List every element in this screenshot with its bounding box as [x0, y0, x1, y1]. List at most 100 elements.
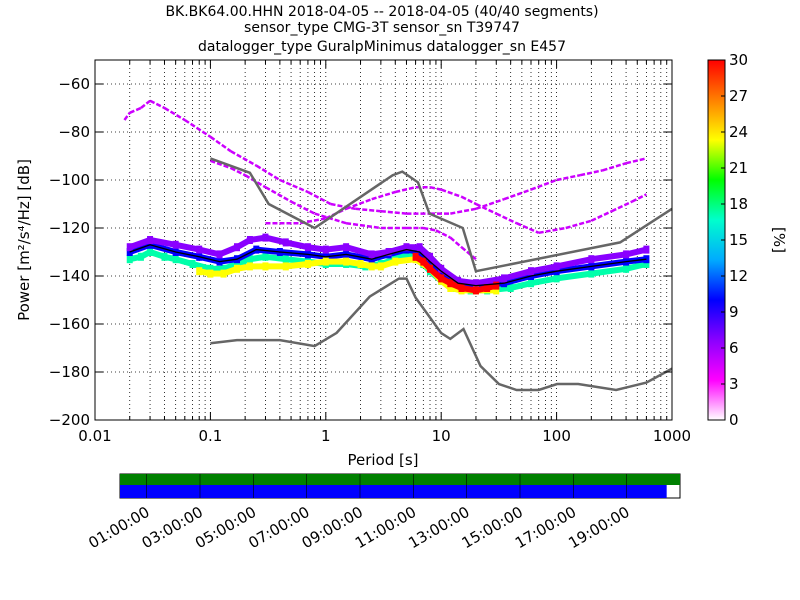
pdf-band	[503, 268, 532, 282]
series-line-nlnm	[210, 277, 673, 392]
pdf-outlier-segment	[475, 198, 505, 210]
pdf-outlier-segment	[163, 106, 186, 122]
pdf-outlier-segment	[371, 190, 396, 201]
pdf-band	[285, 256, 309, 265]
colorbar-tick-label: 30	[729, 51, 748, 69]
pdf-band	[625, 246, 648, 258]
pdf-band	[509, 280, 532, 291]
pdf-outlier-segment	[565, 219, 592, 230]
pdf-outlier-segment	[538, 226, 566, 235]
pdf-outlier-segment	[625, 157, 647, 165]
colorbar-ticks: 0 3 6 9 12 15 18 21 24 27 30	[721, 51, 748, 429]
y-tick-label: −120	[49, 219, 90, 237]
pdf-cell	[427, 252, 434, 261]
x-tick-label: 100	[542, 427, 571, 445]
y-tick-label: −100	[49, 171, 90, 189]
timeline-bar	[120, 474, 680, 485]
pdf-cell	[493, 281, 500, 290]
colorbar-tick-label: 18	[729, 195, 748, 213]
y-tick-label: −140	[49, 267, 90, 285]
plot-area	[95, 60, 672, 420]
plot-frame	[94, 59, 673, 421]
pdf-outlier-segment	[579, 169, 603, 177]
data-coverage-timeline	[119, 473, 681, 499]
pdf-outlier-segment	[423, 226, 437, 232]
colorbar-tick-label: 3	[729, 375, 739, 393]
pdf-outlier-segment	[460, 246, 477, 261]
pdf-cell	[643, 260, 650, 268]
colorbar-tick-label: 0	[729, 411, 739, 429]
x-axis-ticks: 0.01 0.1 1 10 100 1000	[78, 60, 691, 445]
y-tick-label: −180	[49, 363, 90, 381]
pdf-outlier-segment	[129, 106, 142, 114]
pdf-outlier-segment	[435, 229, 451, 239]
colorbar-tick-label: 6	[729, 339, 739, 357]
pdf-outlier-segment	[475, 202, 497, 215]
pdf-outlier-segment	[602, 162, 627, 172]
pdf-outlier-segment	[279, 178, 309, 194]
x-tick-label: 0.01	[78, 427, 111, 445]
pdf-cell	[623, 250, 630, 259]
title-line-1: BK.BK64.00.HHN 2018-04-05 -- 2018-04-05 …	[165, 4, 598, 20]
colorbar-label: [%]	[770, 227, 788, 253]
pdf-outlier-segment	[460, 195, 477, 206]
y-axis-label: Power [m²/s⁴/Hz] [dB]	[15, 159, 33, 321]
pdf-cell	[493, 286, 500, 295]
pdf-outlier-segment	[230, 150, 257, 167]
pdf-outlier-segment	[345, 198, 373, 210]
pdf-band	[475, 275, 505, 287]
pdf-band	[345, 244, 373, 258]
y-tick-label: −200	[49, 411, 90, 429]
pdf-band	[590, 251, 627, 263]
y-tick-label: −80	[58, 123, 90, 141]
timeline-tick-label: 19:00:00	[565, 503, 632, 552]
pdf-band	[175, 241, 200, 253]
pdf-outlier-segment	[307, 190, 332, 206]
pdf-band	[590, 265, 627, 277]
pdf-outlier-segment	[450, 207, 477, 215]
series-line-median	[129, 244, 647, 287]
pdf-outlier-segment	[209, 159, 232, 170]
y-axis-ticks: −200 −180 −160 −140 −120 −100 −80 −60	[49, 75, 672, 429]
y-tick-label: −160	[49, 315, 90, 333]
colorbar-tick-label: 21	[729, 159, 748, 177]
pdf-outlier-segment	[230, 166, 246, 177]
pdf-cell	[161, 252, 168, 261]
pdf-cell	[643, 245, 650, 254]
pdf-band	[530, 275, 558, 287]
pdf-band	[556, 270, 592, 282]
pdf-cell	[216, 250, 223, 259]
pdf-band	[325, 244, 347, 253]
colorbar-tick-label: 24	[729, 123, 748, 141]
timeline-bar	[120, 485, 667, 498]
colorbar-tick-label: 9	[729, 303, 739, 321]
colorbar-tick-label: 15	[729, 231, 748, 249]
pdf-outlier-segment	[394, 185, 416, 194]
pdf-outlier-segment	[345, 221, 382, 230]
y-tick-label: −60	[58, 75, 90, 93]
pdf-band	[394, 256, 416, 265]
pdf-outlier-segment	[440, 188, 462, 198]
pdf-band	[265, 253, 287, 263]
pdf-outlier-segment	[530, 178, 558, 191]
pdf-outlier-segment	[449, 236, 463, 249]
pdf-outlier-segment	[611, 200, 633, 213]
x-tick-label: 0.1	[198, 427, 222, 445]
pdf-outlier-segment	[149, 99, 166, 110]
pdf-outlier-segment	[140, 99, 151, 109]
pdf-outlier-segment	[264, 186, 292, 203]
pdf-band	[625, 261, 648, 272]
series-line-nhnm	[209, 157, 673, 273]
pdf-outlier-segment	[631, 193, 647, 203]
pdf-band	[128, 237, 152, 251]
pdf-outlier-segment	[380, 209, 407, 215]
pdf-outlier-segment	[123, 112, 131, 121]
pdf-outlier-segment	[209, 135, 232, 153]
colorbar-tick-label: 12	[729, 267, 748, 285]
pdf-outlier-segment	[290, 200, 316, 215]
pdf-band	[530, 263, 558, 275]
pdf-outlier-segment	[590, 210, 613, 222]
pdf-outlier-segment	[330, 202, 356, 211]
pdf-band	[198, 246, 221, 258]
